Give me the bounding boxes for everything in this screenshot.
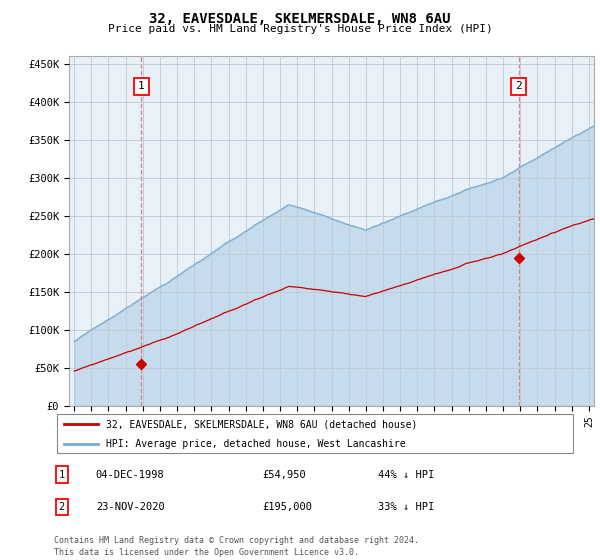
Text: 04-DEC-1998: 04-DEC-1998 xyxy=(96,470,164,479)
Text: 1: 1 xyxy=(59,470,65,479)
Text: 2: 2 xyxy=(59,502,65,512)
Text: 44% ↓ HPI: 44% ↓ HPI xyxy=(377,470,434,479)
Text: 32, EAVESDALE, SKELMERSDALE, WN8 6AU (detached house): 32, EAVESDALE, SKELMERSDALE, WN8 6AU (de… xyxy=(106,419,418,429)
Text: Contains HM Land Registry data © Crown copyright and database right 2024.: Contains HM Land Registry data © Crown c… xyxy=(54,536,419,545)
Text: Price paid vs. HM Land Registry's House Price Index (HPI): Price paid vs. HM Land Registry's House … xyxy=(107,24,493,34)
Text: 2: 2 xyxy=(515,81,522,91)
Text: 23-NOV-2020: 23-NOV-2020 xyxy=(96,502,164,512)
Text: 33% ↓ HPI: 33% ↓ HPI xyxy=(377,502,434,512)
FancyBboxPatch shape xyxy=(56,414,574,453)
Text: £54,950: £54,950 xyxy=(263,470,307,479)
Text: This data is licensed under the Open Government Licence v3.0.: This data is licensed under the Open Gov… xyxy=(54,548,359,557)
Text: 32, EAVESDALE, SKELMERSDALE, WN8 6AU: 32, EAVESDALE, SKELMERSDALE, WN8 6AU xyxy=(149,12,451,26)
Text: HPI: Average price, detached house, West Lancashire: HPI: Average price, detached house, West… xyxy=(106,439,406,449)
Text: 1: 1 xyxy=(138,81,145,91)
Text: £195,000: £195,000 xyxy=(263,502,313,512)
